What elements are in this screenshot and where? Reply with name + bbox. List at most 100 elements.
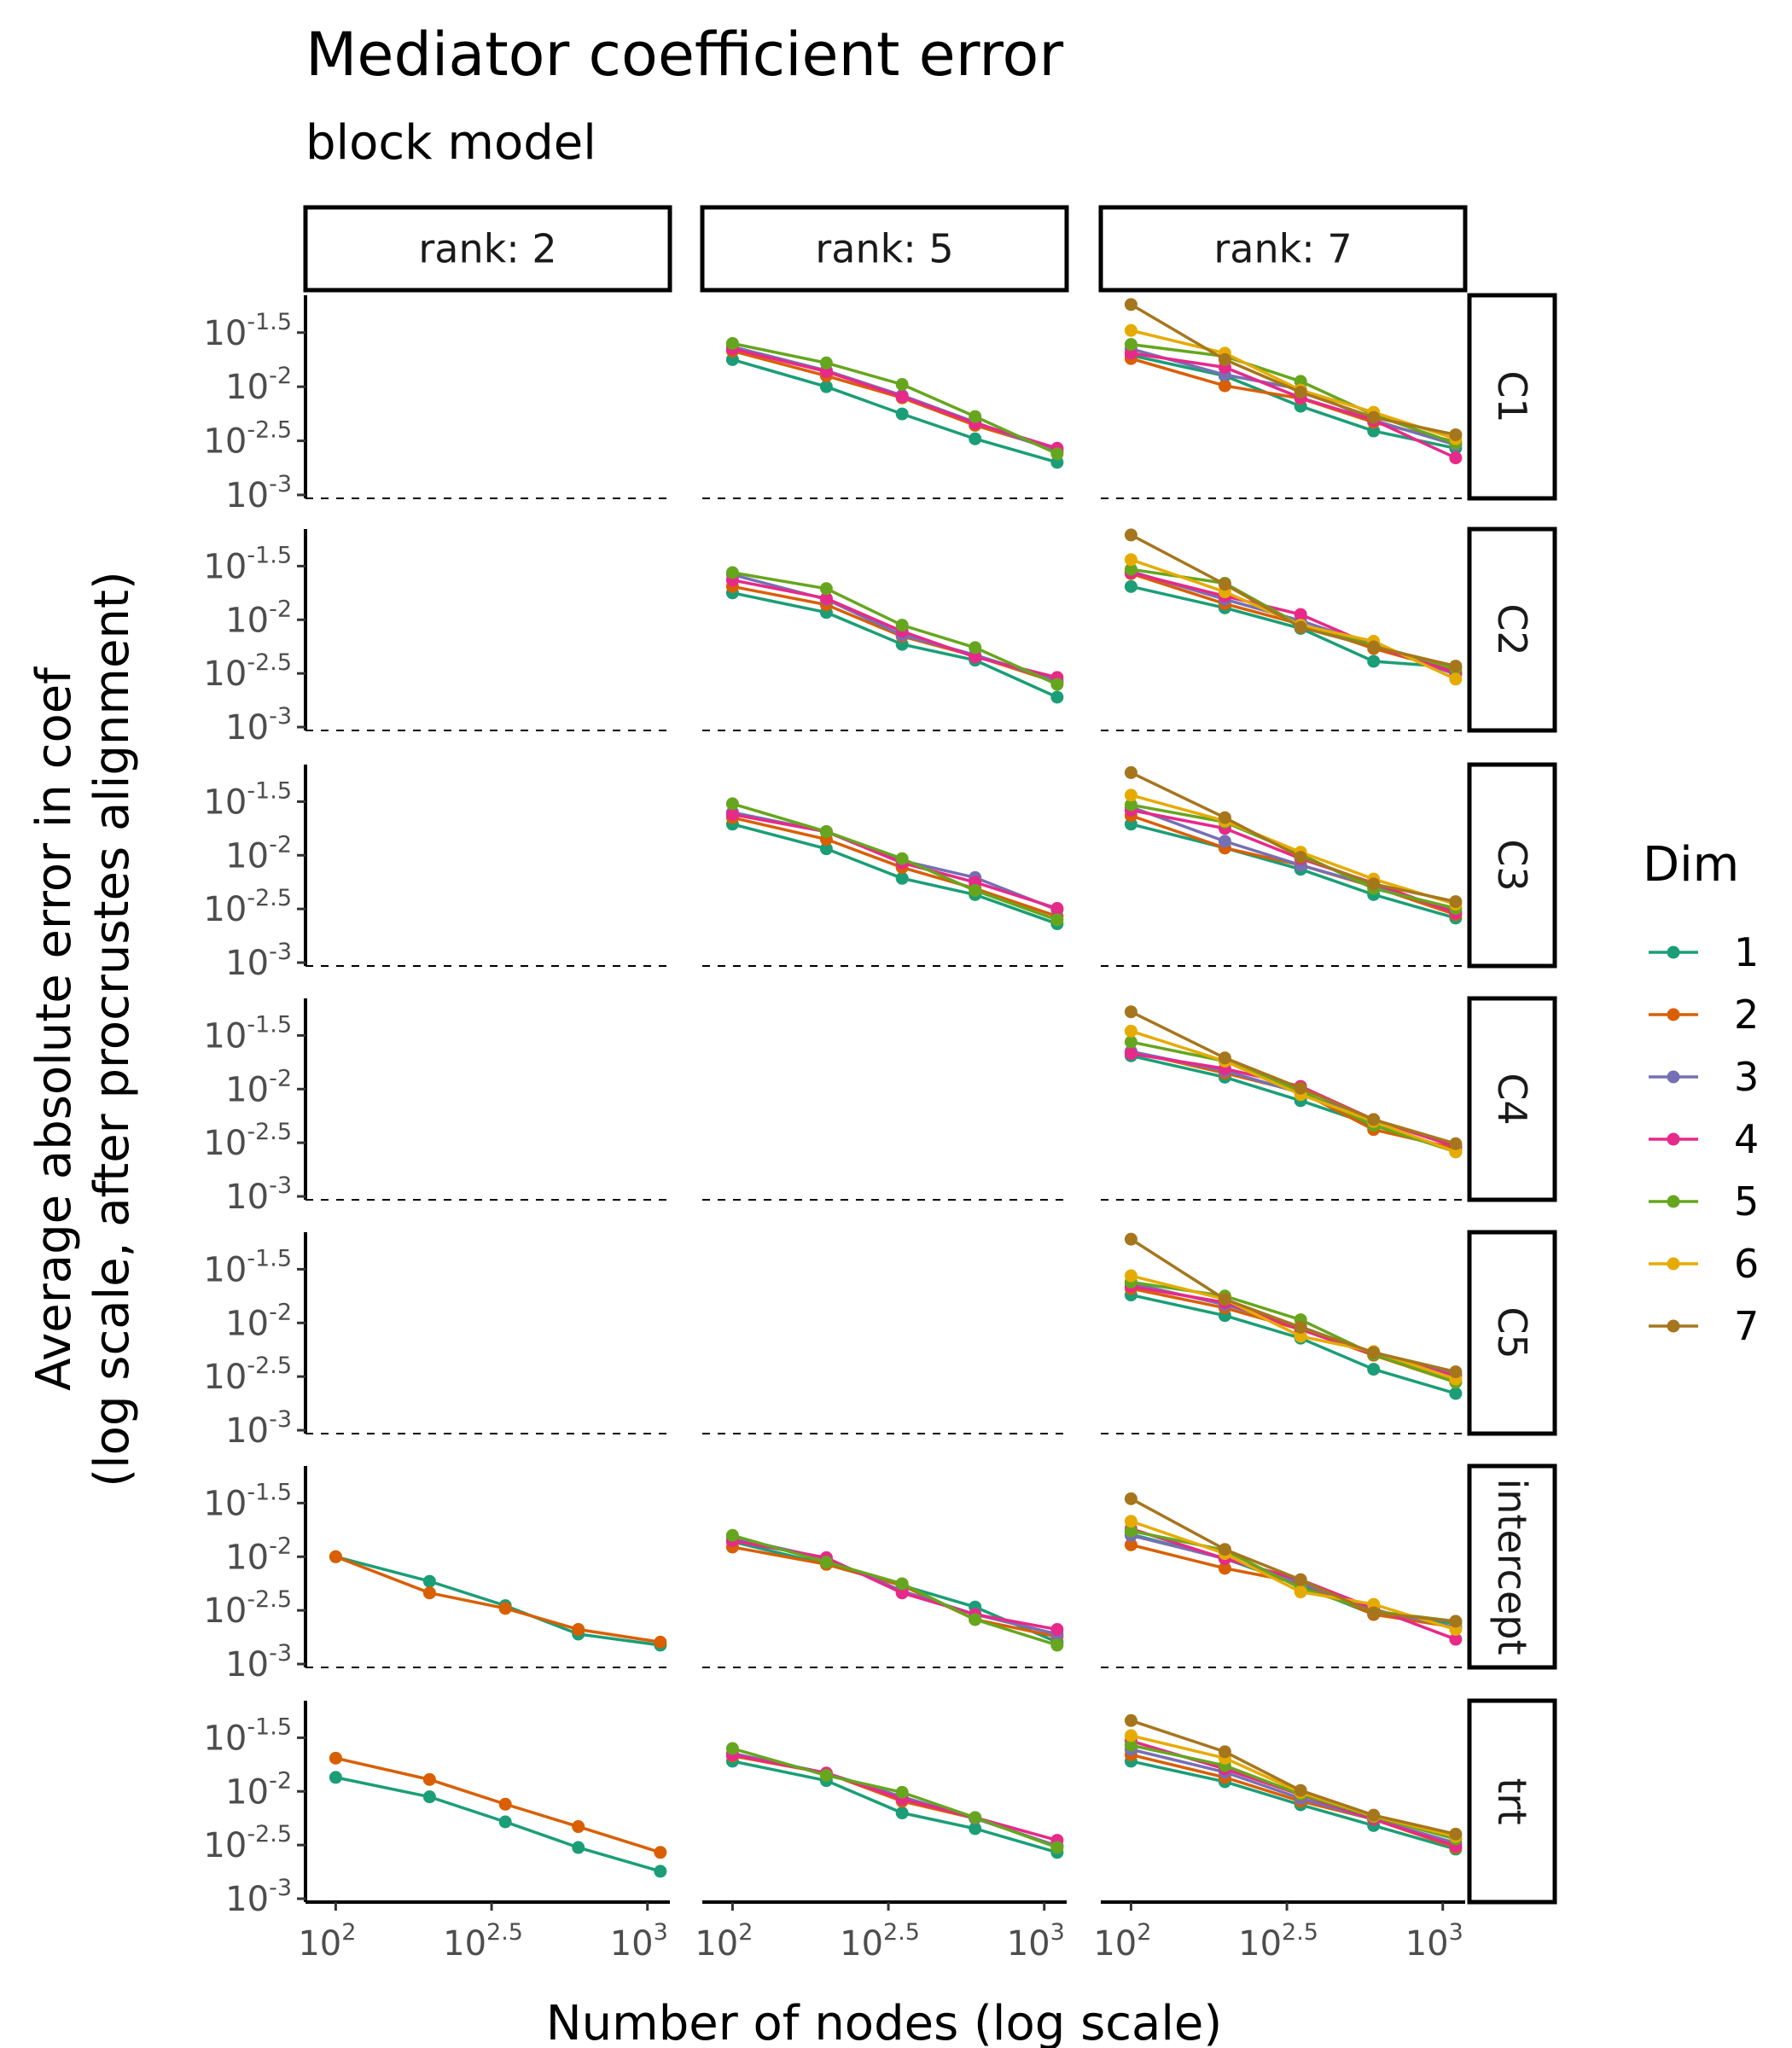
facet-panel bbox=[1101, 528, 1465, 731]
row-strip-label: C2 bbox=[1489, 603, 1535, 655]
series-dim-4 bbox=[1124, 1734, 1463, 1853]
series-dim-7 bbox=[1124, 1005, 1463, 1150]
series-line bbox=[732, 1760, 1058, 1854]
data-point bbox=[1367, 1363, 1381, 1376]
legend-label: 5 bbox=[1734, 1178, 1759, 1225]
data-point bbox=[1367, 640, 1381, 654]
data-point bbox=[1124, 1047, 1137, 1061]
data-point bbox=[1124, 1232, 1137, 1246]
data-point bbox=[1294, 851, 1307, 864]
x-axis-title: Number of nodes (log scale) bbox=[546, 1996, 1222, 2048]
data-point bbox=[969, 432, 982, 445]
legend-key-point bbox=[1667, 945, 1680, 959]
data-point bbox=[1124, 346, 1137, 360]
data-point bbox=[329, 1550, 342, 1563]
series-line bbox=[1130, 1010, 1457, 1145]
series-dim-1 bbox=[1124, 817, 1463, 925]
data-point bbox=[1294, 386, 1307, 399]
data-point bbox=[725, 566, 739, 579]
data-point bbox=[498, 1602, 512, 1615]
column-strip: rank: 5 bbox=[700, 205, 1069, 293]
y-tick-label: 10-2 bbox=[225, 1767, 292, 1812]
x-tick-label: 102 bbox=[1093, 1919, 1151, 1964]
data-point bbox=[1449, 1827, 1463, 1841]
data-point bbox=[1218, 835, 1231, 848]
data-point bbox=[1367, 1606, 1381, 1620]
data-point bbox=[819, 1769, 833, 1783]
row-strip-box bbox=[1467, 1698, 1557, 1905]
data-point bbox=[895, 407, 909, 421]
data-point bbox=[654, 1865, 667, 1878]
data-point bbox=[1449, 1615, 1463, 1628]
data-point bbox=[1218, 1051, 1231, 1065]
x-tick-label: 102.5 bbox=[443, 1919, 523, 1964]
y-tick-label: 10-2.5 bbox=[203, 649, 292, 694]
data-point bbox=[1124, 1515, 1137, 1528]
data-point bbox=[1218, 1543, 1231, 1556]
y-tick-label: 10-2.5 bbox=[203, 885, 292, 929]
data-point bbox=[819, 1556, 833, 1569]
facet-panel bbox=[702, 566, 1067, 731]
y-tick-label: 10-2 bbox=[225, 1065, 292, 1109]
data-point bbox=[1124, 1005, 1137, 1019]
data-point bbox=[1449, 451, 1463, 465]
facet-panel bbox=[304, 529, 670, 731]
legend-item: 1 bbox=[1649, 929, 1759, 975]
legend-key-point bbox=[1667, 1132, 1680, 1146]
row-strip-label: C3 bbox=[1489, 839, 1535, 891]
data-point bbox=[895, 1807, 909, 1820]
data-point bbox=[1449, 660, 1463, 673]
data-point bbox=[895, 619, 909, 632]
data-point bbox=[1124, 1738, 1137, 1752]
y-tick-label: 10-1.5 bbox=[203, 309, 292, 353]
legend-label: 6 bbox=[1734, 1241, 1759, 1287]
data-point bbox=[1294, 1329, 1307, 1343]
data-point bbox=[725, 336, 739, 350]
data-point bbox=[895, 377, 909, 391]
facet-panel bbox=[304, 1232, 670, 1434]
series-line bbox=[732, 1753, 1058, 1842]
data-point bbox=[572, 1820, 585, 1834]
column-strip: rank: 7 bbox=[1098, 205, 1468, 293]
series-dim-1 bbox=[725, 352, 1064, 469]
data-point bbox=[1367, 424, 1381, 438]
series-line bbox=[1130, 794, 1457, 906]
data-point bbox=[1449, 672, 1463, 686]
series-line bbox=[1130, 1497, 1457, 1623]
series-line bbox=[335, 1756, 661, 1854]
data-point bbox=[969, 1613, 982, 1626]
series-line bbox=[1130, 533, 1457, 668]
x-tick-label: 102.5 bbox=[840, 1919, 920, 1964]
series-line bbox=[732, 585, 1058, 684]
data-point bbox=[1449, 1632, 1463, 1646]
data-point bbox=[819, 582, 833, 596]
data-point bbox=[1449, 1137, 1463, 1150]
data-point bbox=[654, 1846, 667, 1859]
data-point bbox=[1294, 608, 1307, 621]
data-point bbox=[1367, 877, 1381, 891]
series-line bbox=[1130, 1719, 1457, 1836]
row-strip: intercept bbox=[1467, 1463, 1557, 1670]
data-point bbox=[1124, 1024, 1137, 1038]
row-strip-label: C5 bbox=[1489, 1306, 1535, 1359]
series-dim-2 bbox=[725, 344, 1064, 457]
series-line bbox=[1131, 352, 1457, 460]
series-dim-5 bbox=[725, 1528, 1064, 1652]
legend-item: 3 bbox=[1649, 1054, 1759, 1100]
data-point bbox=[1124, 562, 1137, 576]
data-point bbox=[1124, 1713, 1137, 1727]
data-point bbox=[819, 591, 833, 605]
y-tick-label: 10-3 bbox=[225, 1172, 292, 1217]
facet-panel bbox=[1101, 765, 1465, 967]
data-point bbox=[1124, 1492, 1137, 1505]
series-line bbox=[732, 591, 1058, 699]
series-dim-7 bbox=[1124, 1492, 1463, 1628]
series-dim-5 bbox=[725, 336, 1064, 461]
facet-panel bbox=[1101, 1005, 1465, 1201]
legend-key-point bbox=[1667, 1257, 1680, 1271]
column-strip-label: rank: 5 bbox=[815, 226, 953, 272]
legend-label: 4 bbox=[1734, 1116, 1759, 1162]
legend-label: 3 bbox=[1734, 1054, 1759, 1100]
y-tick-label: 10-2.5 bbox=[203, 1586, 292, 1631]
